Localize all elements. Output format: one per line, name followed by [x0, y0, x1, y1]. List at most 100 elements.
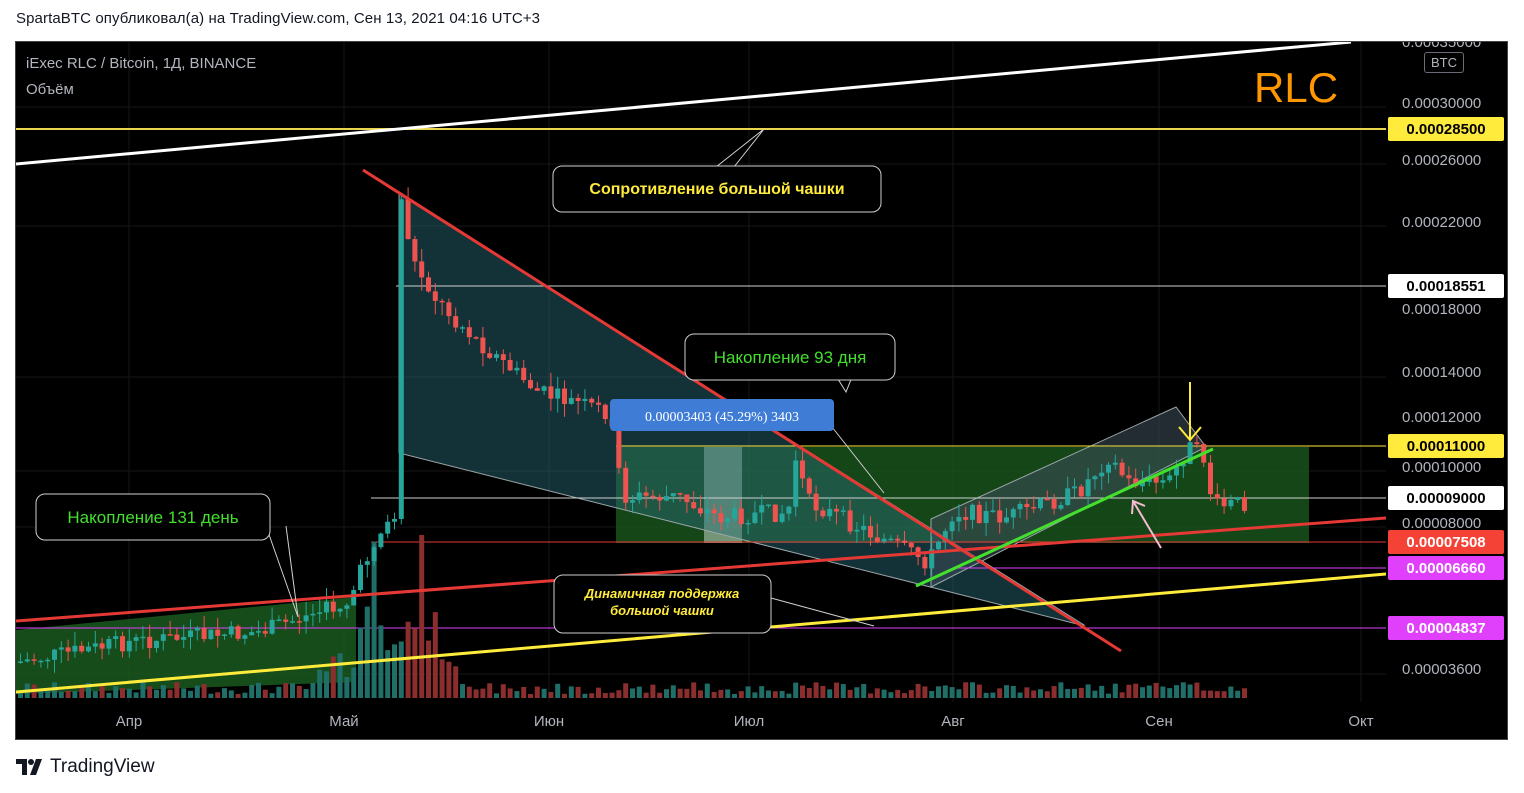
candle-body [1010, 509, 1016, 518]
volume-bar [126, 688, 132, 698]
candle-body [426, 277, 431, 292]
candle-body [752, 512, 758, 523]
candle-body [834, 508, 839, 512]
price-label: 0.00011000 [1407, 438, 1485, 455]
volume-bar [1187, 684, 1193, 698]
tradingview-brand[interactable]: TradingView [50, 756, 155, 777]
volume-bar [514, 691, 520, 698]
candle-body [337, 608, 343, 612]
volume-bar [222, 688, 227, 698]
candle-body [732, 508, 737, 519]
candle-body [1242, 497, 1247, 511]
volume-bar [113, 686, 119, 698]
volume-bar [616, 690, 622, 698]
candle-body [1031, 507, 1037, 509]
candle-body [786, 506, 792, 514]
candle-body [1024, 503, 1030, 508]
volume-bar [834, 682, 839, 698]
candle-body [1112, 462, 1118, 465]
price-tick-label: 0.00010000 [1402, 459, 1481, 476]
candle-body [942, 531, 948, 542]
volume-bar [120, 688, 125, 698]
candle-body [290, 621, 295, 623]
volume-bar [58, 691, 64, 698]
candle-body [997, 510, 1003, 523]
price-label-bg [1388, 530, 1504, 554]
candle-body [881, 538, 887, 542]
price-label: 0.00018551 [1406, 278, 1485, 295]
volume-bar [385, 650, 391, 698]
volume-bar [1153, 682, 1159, 698]
price-chart: Сопротивление большой чашки Накопление 9… [16, 42, 1507, 739]
candle-body [364, 561, 370, 565]
currency-badge[interactable]: BTC [1424, 52, 1464, 73]
volume-bar [1228, 686, 1234, 698]
candle-body [1235, 497, 1241, 500]
candle-body [1072, 486, 1077, 489]
volume-bar [800, 685, 805, 698]
candle-body [908, 542, 914, 548]
volume-bar [575, 686, 581, 698]
candle-body [126, 640, 132, 652]
candle-body [1140, 482, 1145, 487]
volume-bar [160, 685, 166, 698]
volume-bar [779, 690, 785, 698]
volume-bar [902, 693, 907, 698]
volume-bar [405, 621, 411, 698]
candle-body [704, 509, 710, 514]
price-tick-label: 0.00035000 [1402, 42, 1481, 51]
candle-body [181, 636, 187, 640]
candle-body [466, 327, 472, 338]
candle-body [398, 199, 404, 519]
candle-body [759, 505, 765, 513]
candle-body [793, 460, 799, 507]
chart-area[interactable]: Сопротивление большой чашки Накопление 9… [15, 41, 1508, 740]
measure-highlight [704, 447, 742, 543]
volume-bar [208, 693, 214, 698]
volume-bar [698, 690, 703, 698]
volume-bar [18, 691, 23, 698]
candle-body [1153, 476, 1159, 483]
volume-bar [874, 688, 880, 698]
volume-bar [888, 692, 894, 698]
volume-bar [500, 684, 506, 698]
candle-body [419, 261, 425, 278]
volume-label[interactable]: Объём [26, 81, 74, 98]
candle-body [738, 508, 744, 524]
volume-bar [1024, 687, 1030, 698]
volume-bar [738, 691, 744, 698]
volume-bar [732, 693, 737, 698]
candle-body [92, 643, 98, 647]
volume-bar [439, 659, 445, 698]
candle-body [528, 380, 533, 389]
volume-bar [494, 693, 499, 698]
candle-body [201, 628, 207, 640]
candle-body [854, 529, 860, 532]
pink-up-arrow [1131, 499, 1162, 549]
candle-body [52, 649, 57, 660]
volume-bar [296, 685, 302, 698]
candle-body [847, 510, 853, 532]
candle-body [65, 647, 71, 652]
time-tick-label: Авг [941, 713, 965, 730]
volume-bar [643, 692, 649, 698]
candle-body [106, 639, 112, 649]
candle-body [1194, 442, 1200, 445]
volume-bar [745, 686, 751, 698]
candle-body [58, 647, 64, 650]
candle-body [806, 478, 812, 494]
candle-body [18, 661, 23, 663]
candle-body [1160, 480, 1166, 483]
volume-bar [670, 685, 676, 698]
candle-body [800, 460, 805, 479]
price-label-bg [1388, 486, 1504, 510]
candle-body [249, 632, 255, 636]
candle-body [392, 518, 397, 522]
candle-body [766, 504, 771, 507]
candle-body [874, 537, 880, 542]
candle-body [174, 634, 180, 640]
candle-body [1017, 503, 1023, 510]
symbol-title[interactable]: iExec RLC / Bitcoin, 1Д, BINANCE [26, 55, 257, 72]
volume-bar [1126, 684, 1132, 698]
volume-bar [242, 692, 248, 698]
